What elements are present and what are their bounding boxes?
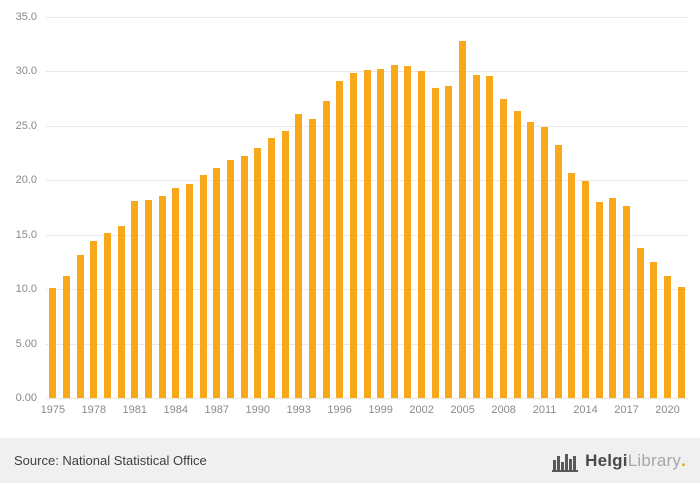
bar-1999 [377,69,385,398]
bar-2004 [445,85,453,398]
bar-2015 [595,202,603,398]
bar-2002 [418,71,426,398]
footer: Source: National Statistical Office Helg… [0,438,700,483]
x-tick-label: 1975 [40,404,66,416]
x-tick-label: 2008 [491,404,516,416]
bar-1984 [172,187,180,398]
x-axis: 1975 1978 1981 1984 1987 1990 1993 1996 1999 2002… [41,404,688,420]
y-tick-label: 10.0 [15,283,37,296]
bar-2018 [636,247,644,398]
bar-1975 [49,288,57,398]
y-tick-label: 20.0 [15,174,37,187]
bar-1992 [281,131,289,398]
bar-1976 [62,276,70,398]
x-tick-label: 2002 [409,404,434,416]
x-tick-label: 2017 [614,404,639,416]
logo-text-light: Library [627,450,682,470]
bar-1982 [144,199,152,398]
y-tick-label: 30.0 [15,65,37,78]
bar-2000 [390,64,398,398]
bar-1988 [226,159,234,398]
x-tick-label: 1981 [122,404,148,416]
x-tick-label: 2011 [532,404,557,416]
y-axis: 35.0 30.0 25.0 20.0 15.0 10.0 5.00 0.00 [0,11,42,404]
bar-1996 [336,81,344,398]
bar-chart: 35.0 30.0 25.0 20.0 15.0 10.0 5.00 0.00 1975 197… [0,11,688,420]
x-tick-label: 1996 [327,404,352,416]
plot-area [46,17,688,399]
helgi-logo-icon [552,453,579,472]
bar-2016 [609,197,617,398]
y-tick-label: 5.00 [15,337,37,350]
bar-1994 [308,119,316,398]
bar-1998 [363,70,371,398]
logo-text-dot: . [681,450,686,470]
bar-2014 [582,181,590,398]
bar-1993 [295,113,303,398]
bar-1986 [199,174,207,398]
x-tick-label: 2005 [450,404,475,416]
helgi-library-logo: HelgiLibrary. [552,450,686,472]
y-tick-label: 15.0 [15,228,37,241]
bar-2010 [527,121,535,398]
bar-1987 [213,168,221,398]
x-tick-label: 2014 [573,404,598,416]
y-tick-label: 35.0 [15,11,37,23]
x-tick-label: 1984 [163,404,189,416]
bar-1995 [322,100,330,398]
x-tick-label: 1990 [245,404,270,416]
bar-2017 [623,206,631,398]
x-tick-label: 2020 [655,404,680,416]
x-tick-label: 1987 [204,404,229,416]
bar-2021 [677,286,685,398]
y-tick-label: 0.00 [15,392,37,404]
x-tick-label: 1978 [81,404,107,416]
bar-2013 [568,172,576,398]
bar-2007 [486,75,494,398]
gridline [46,398,688,399]
bar-1997 [349,72,357,398]
bar-1983 [158,195,166,398]
bar-1981 [131,200,139,398]
x-tick-label: 1993 [286,404,311,416]
y-tick-label: 25.0 [15,119,37,132]
bar-2009 [513,110,521,398]
bar-1980 [117,226,125,398]
bar-1989 [240,156,248,398]
logo-text-bold: Helgi [585,450,628,470]
source-text: Source: National Statistical Office [14,453,207,468]
bar-2001 [404,66,412,398]
bar-1977 [76,255,84,398]
bar-1990 [254,147,262,398]
bar-1985 [185,183,193,398]
bar-2011 [541,126,549,398]
bar-1978 [90,241,98,398]
bar-2006 [472,74,480,398]
bar-2003 [431,87,439,398]
bar-2020 [664,276,671,398]
bar-1979 [103,232,111,398]
x-tick-label: 1999 [368,404,393,416]
gridline [46,17,688,18]
logo-text: HelgiLibrary. [585,451,686,471]
bar-2008 [500,98,508,398]
bar-2005 [459,40,467,398]
bar-2019 [650,261,658,398]
bar-2012 [554,145,562,398]
bar-1991 [267,137,275,398]
